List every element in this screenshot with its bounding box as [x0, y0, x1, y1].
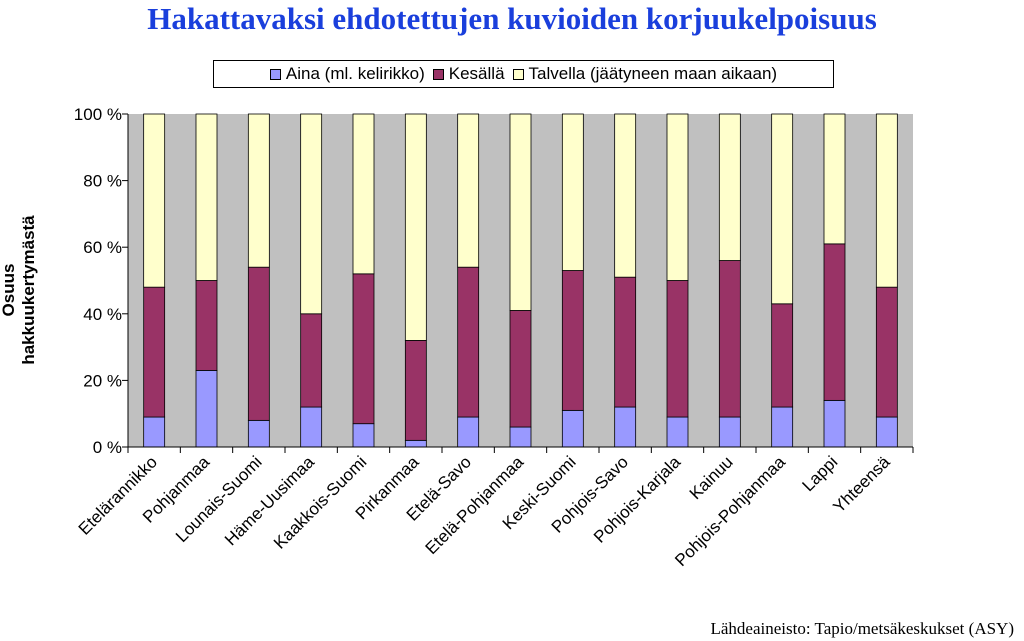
bar-segment — [143, 286, 166, 418]
bar-segment — [666, 113, 689, 281]
x-tick-label: Etelärannikko — [75, 452, 161, 538]
x-tick-label: Lappi — [798, 452, 841, 495]
bar-segment — [614, 113, 637, 278]
chart-title: Hakattavaksi ehdotettujen kuvioiden korj… — [147, 1, 877, 36]
bar-segment — [300, 313, 323, 408]
x-tick-label: Yhteensä — [829, 452, 894, 517]
legend-item-kesalla: Kesällä — [432, 64, 505, 84]
source-note: Lähdeaineisto: Tapio/metsäkeskukset (ASY… — [710, 619, 1015, 638]
bar-segment — [247, 113, 270, 268]
x-tick-label: Etelä-Pohjanmaa — [422, 452, 528, 558]
bar-segment — [509, 310, 532, 428]
bar-segment — [404, 340, 427, 441]
bar-segment — [771, 303, 794, 408]
bar-segment — [614, 276, 637, 408]
bar-segment — [457, 266, 480, 418]
bar-segment — [666, 280, 689, 418]
bar-segment — [718, 113, 741, 261]
bar-segment — [457, 416, 480, 448]
y-tick-label: 40 % — [83, 305, 122, 324]
bar-segment — [509, 113, 532, 311]
legend-swatch-aina — [269, 68, 281, 80]
x-tick-label: Kaakkois-Suomi — [270, 452, 370, 552]
legend-swatch-kesalla — [432, 68, 444, 80]
bar-segment — [718, 416, 741, 448]
bar-segment — [457, 113, 480, 268]
bar-segment — [561, 270, 584, 411]
x-tick-label: Häme-Uusimaa — [221, 452, 318, 549]
bar-segment — [352, 423, 375, 448]
bar-segment — [771, 113, 794, 305]
legend: Aina (ml. kelirikko) Kesällä Talvella (j… — [213, 60, 834, 88]
bar-segment — [195, 113, 218, 281]
legend-item-talvella: Talvella (jäätyneen maan aikaan) — [512, 64, 778, 84]
bar-segment — [404, 439, 427, 448]
bar-segment — [352, 113, 375, 275]
bar-segment — [247, 419, 270, 448]
bar-segment — [404, 113, 427, 341]
bar-segment — [823, 113, 846, 245]
bar-segment — [143, 416, 166, 448]
bar-segment — [561, 409, 584, 448]
bar-segment — [875, 416, 898, 448]
bar-segment — [195, 370, 218, 448]
bar-segment — [300, 406, 323, 448]
bar-segment — [823, 399, 846, 448]
legend-label-kesalla: Kesällä — [448, 64, 505, 83]
bar-segment — [247, 266, 270, 421]
y-tick-label: 20 % — [83, 371, 122, 390]
bar-segment — [509, 426, 532, 448]
bar-segment — [143, 113, 166, 288]
y-tick-label: 60 % — [83, 238, 122, 257]
y-tick-label: 0 % — [93, 438, 122, 457]
bar-segment — [195, 280, 218, 371]
y-tick-label: 100 % — [74, 105, 122, 124]
legend-label-talvella: Talvella (jäätyneen maan aikaan) — [528, 64, 778, 83]
bar-segment — [561, 113, 584, 271]
bar-segment — [771, 406, 794, 448]
legend-item-aina: Aina (ml. kelirikko) — [269, 64, 425, 84]
bar-segment — [614, 406, 637, 448]
y-tick-label: 80 % — [83, 172, 122, 191]
bar-segment — [875, 286, 898, 418]
legend-swatch-talvella — [512, 68, 524, 80]
x-tick-label: Kainuu — [686, 452, 737, 503]
legend-label-aina: Aina (ml. kelirikko) — [285, 64, 425, 83]
bar-segment — [666, 416, 689, 448]
bar-segment — [352, 273, 375, 425]
bar-segment — [718, 260, 741, 418]
bar-segment — [823, 243, 846, 401]
bar-segment — [875, 113, 898, 288]
bar-segment — [300, 113, 323, 315]
